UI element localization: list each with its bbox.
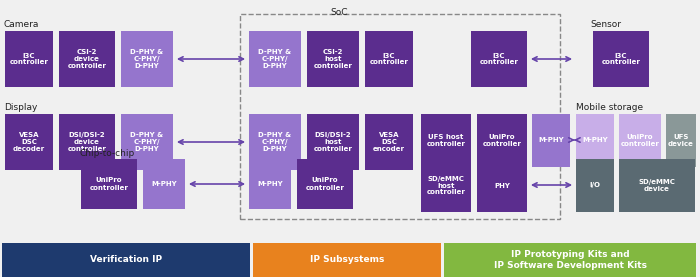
- Text: Mobile storage: Mobile storage: [576, 103, 643, 112]
- Text: UniPro
controller: UniPro controller: [90, 178, 128, 191]
- Text: DSI/DSI-2
host
controller: DSI/DSI-2 host controller: [314, 132, 352, 152]
- Text: IP Subsystems: IP Subsystems: [310, 255, 384, 265]
- Text: I3C
controller: I3C controller: [601, 53, 640, 65]
- Text: D-PHY &
C-PHY/
D-PHY: D-PHY & C-PHY/ D-PHY: [130, 132, 164, 152]
- FancyBboxPatch shape: [59, 31, 115, 87]
- FancyBboxPatch shape: [297, 159, 353, 209]
- Text: D-PHY &
C-PHY/
D-PHY: D-PHY & C-PHY/ D-PHY: [258, 132, 292, 152]
- FancyBboxPatch shape: [365, 31, 413, 87]
- Text: M-PHY: M-PHY: [151, 181, 177, 187]
- Text: SD/eMMC
device: SD/eMMC device: [638, 179, 675, 192]
- FancyBboxPatch shape: [249, 114, 301, 170]
- FancyBboxPatch shape: [421, 159, 471, 212]
- Text: CSI-2
host
controller: CSI-2 host controller: [314, 49, 352, 69]
- Text: UFS
device: UFS device: [668, 134, 694, 147]
- Text: D-PHY &
C-PHY/
D-PHY: D-PHY & C-PHY/ D-PHY: [258, 49, 292, 69]
- FancyBboxPatch shape: [477, 159, 527, 212]
- Text: UFS host
controller: UFS host controller: [426, 134, 466, 147]
- Text: Sensor: Sensor: [590, 20, 621, 29]
- Bar: [240, 14, 560, 219]
- Text: DSI/DSI-2
device
controller: DSI/DSI-2 device controller: [68, 132, 106, 152]
- Text: I3C
controller: I3C controller: [10, 53, 48, 65]
- FancyBboxPatch shape: [593, 31, 649, 87]
- FancyBboxPatch shape: [576, 114, 614, 167]
- FancyBboxPatch shape: [666, 114, 696, 167]
- FancyBboxPatch shape: [59, 114, 115, 170]
- Bar: [2, 243, 250, 277]
- FancyBboxPatch shape: [619, 114, 661, 167]
- Text: CSI-2
device
controller: CSI-2 device controller: [68, 49, 106, 69]
- Text: SoC: SoC: [330, 8, 347, 17]
- Bar: [444, 243, 696, 277]
- FancyBboxPatch shape: [477, 114, 527, 167]
- FancyBboxPatch shape: [576, 159, 614, 212]
- Text: UniPro
controller: UniPro controller: [306, 178, 344, 191]
- Text: D-PHY &
C-PHY/
D-PHY: D-PHY & C-PHY/ D-PHY: [130, 49, 164, 69]
- Text: Verification IP: Verification IP: [90, 255, 162, 265]
- FancyBboxPatch shape: [249, 31, 301, 87]
- Text: SD/eMMC
host
controller: SD/eMMC host controller: [426, 176, 466, 196]
- Text: UniPro
controller: UniPro controller: [621, 134, 659, 147]
- Text: M-PHY: M-PHY: [538, 137, 564, 143]
- Text: I3C
controller: I3C controller: [370, 53, 408, 65]
- FancyBboxPatch shape: [5, 31, 53, 87]
- Text: IP Prototyping Kits and
IP Software Development Kits: IP Prototyping Kits and IP Software Deve…: [494, 250, 647, 270]
- Text: UniPro
controller: UniPro controller: [482, 134, 522, 147]
- Text: Chip-to-chip: Chip-to-chip: [80, 149, 135, 158]
- FancyBboxPatch shape: [471, 31, 527, 87]
- FancyBboxPatch shape: [307, 114, 359, 170]
- Text: M-PHY: M-PHY: [257, 181, 283, 187]
- FancyBboxPatch shape: [365, 114, 413, 170]
- FancyBboxPatch shape: [121, 114, 173, 170]
- Text: PHY: PHY: [494, 183, 510, 189]
- FancyBboxPatch shape: [81, 159, 137, 209]
- Bar: [253, 243, 441, 277]
- Text: I3C
controller: I3C controller: [480, 53, 519, 65]
- FancyBboxPatch shape: [249, 159, 291, 209]
- Text: VESA
DSC
encoder: VESA DSC encoder: [373, 132, 405, 152]
- Text: VESA
DSC
decoder: VESA DSC decoder: [13, 132, 45, 152]
- FancyBboxPatch shape: [143, 159, 185, 209]
- FancyBboxPatch shape: [619, 159, 695, 212]
- Text: I/O: I/O: [589, 183, 601, 189]
- Text: M-PHY: M-PHY: [582, 137, 608, 143]
- FancyBboxPatch shape: [421, 114, 471, 167]
- FancyBboxPatch shape: [5, 114, 53, 170]
- FancyBboxPatch shape: [532, 114, 570, 167]
- FancyBboxPatch shape: [307, 31, 359, 87]
- Text: Camera: Camera: [4, 20, 39, 29]
- Text: Display: Display: [4, 103, 37, 112]
- FancyBboxPatch shape: [121, 31, 173, 87]
